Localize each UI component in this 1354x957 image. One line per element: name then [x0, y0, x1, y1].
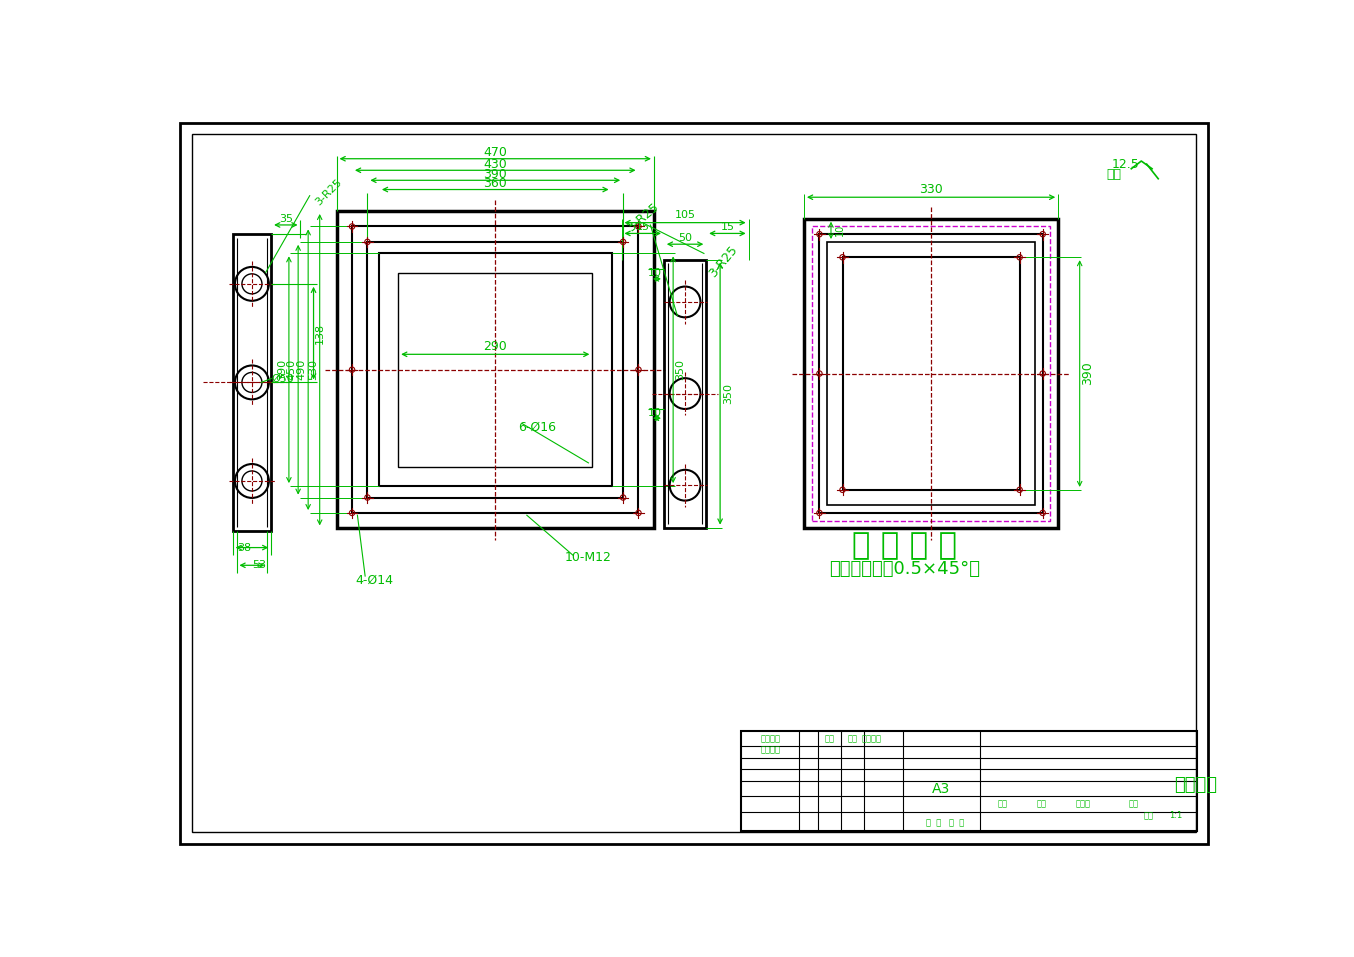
Bar — [827, 242, 1034, 505]
Bar — [741, 731, 1197, 831]
Bar — [819, 234, 1043, 513]
Text: 35: 35 — [279, 213, 294, 224]
Text: 530: 530 — [307, 359, 318, 380]
Text: 共  页: 共 页 — [926, 819, 941, 828]
Text: 设计: 设计 — [998, 799, 1007, 809]
Text: 10-M12: 10-M12 — [565, 551, 612, 564]
Text: 38: 38 — [237, 543, 252, 552]
Text: 标准化: 标准化 — [1076, 799, 1091, 809]
Text: 350: 350 — [723, 383, 733, 404]
Text: 批准: 批准 — [1129, 799, 1139, 809]
Text: 全部: 全部 — [1106, 168, 1121, 182]
Text: Ø50: Ø50 — [271, 373, 294, 384]
Text: 图样代号: 图样代号 — [861, 734, 881, 743]
Text: 技 术 要 求: 技 术 要 求 — [852, 531, 956, 561]
Text: 重量: 重量 — [825, 734, 834, 743]
Text: 15: 15 — [720, 222, 735, 233]
Text: 390: 390 — [483, 167, 508, 181]
Text: 零件名称: 零件名称 — [760, 734, 780, 743]
Text: 3-R25: 3-R25 — [314, 177, 344, 207]
Text: 330: 330 — [919, 183, 942, 196]
Text: 290: 290 — [483, 340, 508, 353]
Text: A3: A3 — [932, 782, 951, 795]
Text: 10: 10 — [647, 269, 662, 278]
Bar — [337, 211, 654, 528]
Text: 390: 390 — [278, 359, 287, 380]
Text: 未注倒角均为0.5×45°。: 未注倒角均为0.5×45°。 — [829, 560, 980, 578]
Bar — [233, 234, 271, 530]
Bar — [812, 227, 1051, 521]
Text: 490: 490 — [297, 359, 306, 380]
Text: 430: 430 — [483, 158, 508, 170]
Text: 360: 360 — [483, 177, 508, 189]
Text: 材料标记: 材料标记 — [760, 746, 780, 754]
Text: 12.5: 12.5 — [1112, 158, 1140, 170]
Bar — [398, 273, 592, 467]
Text: 390: 390 — [1080, 362, 1094, 386]
Text: 筱体底座: 筱体底座 — [1174, 776, 1217, 793]
Text: 450: 450 — [286, 359, 297, 380]
Bar — [842, 257, 1020, 490]
Text: 15: 15 — [635, 222, 650, 233]
Text: 1:1: 1:1 — [1170, 811, 1182, 820]
Text: 350: 350 — [676, 359, 685, 380]
Bar — [352, 227, 639, 513]
Bar — [663, 259, 707, 527]
Text: 10: 10 — [647, 408, 662, 418]
Text: 审核: 审核 — [1036, 799, 1047, 809]
Text: 50: 50 — [678, 234, 692, 243]
Text: 比例: 比例 — [1144, 811, 1154, 820]
Text: 3-R25: 3-R25 — [707, 243, 741, 279]
Bar — [379, 254, 612, 486]
Text: 3-R25: 3-R25 — [624, 200, 661, 234]
Text: 比例: 比例 — [848, 734, 857, 743]
Text: 470: 470 — [483, 146, 508, 159]
Text: 第  页: 第 页 — [949, 819, 964, 828]
Bar — [367, 242, 623, 498]
Text: 4-Ø14: 4-Ø14 — [355, 574, 394, 588]
Text: 10: 10 — [834, 224, 845, 236]
Text: 53: 53 — [253, 560, 267, 570]
Bar — [804, 219, 1057, 528]
Text: 105: 105 — [674, 210, 696, 220]
Text: 138: 138 — [314, 323, 325, 344]
Text: 6-Ø16: 6-Ø16 — [519, 421, 556, 434]
